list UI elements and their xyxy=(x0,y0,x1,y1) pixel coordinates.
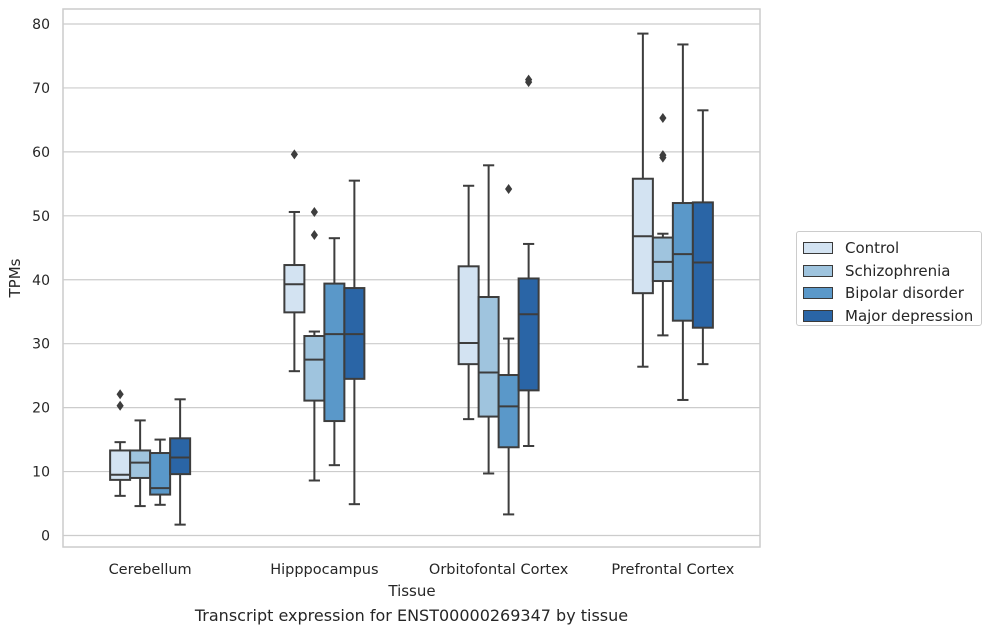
box-body xyxy=(651,236,674,283)
box-schizophrenia-hipppocampus xyxy=(303,206,326,482)
outlier-point-0 xyxy=(505,183,513,194)
box-control-cerebellum xyxy=(109,389,132,497)
box-body xyxy=(457,265,480,366)
box-bipolar-disorder-cerebellum xyxy=(149,438,172,506)
box-schizophrenia-prefrontal-cortex xyxy=(651,112,674,337)
box-major-depression-hipppocampus xyxy=(343,179,366,506)
outlier-point-1 xyxy=(525,74,533,85)
box-body xyxy=(477,296,500,418)
legend-item-major-depression: Major depression xyxy=(803,305,981,328)
box-major-depression-cerebellum xyxy=(169,398,192,526)
chart-caption: Transcript expression for ENST0000026934… xyxy=(194,606,629,625)
legend: Control Schizophrenia Bipolar disorder M… xyxy=(796,231,982,326)
legend-item-control: Control xyxy=(803,237,981,260)
legend-label-bipolar-disorder: Bipolar disorder xyxy=(845,284,964,303)
y-axis-label: TPMs xyxy=(6,258,24,298)
outlier-point-1 xyxy=(116,389,124,400)
outlier-point-0 xyxy=(310,229,318,240)
x-axis-label: Tissue xyxy=(387,582,435,600)
legend-swatch-bipolar-disorder xyxy=(803,287,833,300)
x-tick-labels: Cerebellum Hipppocampus Orbitofontal Corte… xyxy=(109,562,735,578)
y-tick-labels: 0 10 20 30 40 50 60 70 80 xyxy=(32,17,50,545)
x-tick-label-orbitofontal-cortex: Orbitofontal Cortex xyxy=(429,562,569,578)
box-major-depression-prefrontal-cortex xyxy=(691,109,714,366)
y-tick-label-70: 70 xyxy=(32,81,50,97)
box-body xyxy=(169,437,192,476)
legend-label-major-depression: Major depression xyxy=(845,306,974,325)
box-major-depression-orbitofontal-cortex xyxy=(517,74,540,447)
legend-swatch-control xyxy=(803,242,833,255)
box-control-orbitofontal-cortex xyxy=(457,184,480,421)
box-body xyxy=(691,201,714,329)
box-body xyxy=(497,374,520,449)
legend-swatch-major-depression xyxy=(803,309,833,322)
box-body xyxy=(303,335,326,402)
box-bipolar-disorder-prefrontal-cortex xyxy=(671,43,694,401)
legend-label-schizophrenia: Schizophrenia xyxy=(845,261,951,280)
y-tick-label-60: 60 xyxy=(32,145,50,161)
plot-area-frame xyxy=(62,8,761,548)
box-schizophrenia-cerebellum xyxy=(129,419,152,508)
legend-label-control: Control xyxy=(845,239,900,258)
y-tick-label-0: 0 xyxy=(41,529,50,545)
box-body xyxy=(671,202,694,322)
outlier-point-0 xyxy=(116,400,124,411)
box-body xyxy=(323,282,346,423)
box-bipolar-disorder-orbitofontal-cortex xyxy=(497,183,520,516)
box-control-hipppocampus xyxy=(283,149,306,373)
box-body xyxy=(517,277,540,392)
boxes-layer xyxy=(109,32,714,526)
legend-item-bipolar-disorder: Bipolar disorder xyxy=(803,282,981,305)
x-tick-label-prefrontal-cortex: Prefrontal Cortex xyxy=(611,562,734,578)
outlier-point-1 xyxy=(310,206,318,217)
x-tick-label-cerebellum: Cerebellum xyxy=(109,562,192,578)
box-body xyxy=(129,449,152,479)
y-tick-label-40: 40 xyxy=(32,273,50,289)
legend-item-schizophrenia: Schizophrenia xyxy=(803,260,981,283)
box-bipolar-disorder-hipppocampus xyxy=(323,237,346,467)
outlier-point-2 xyxy=(659,112,667,123)
y-tick-label-20: 20 xyxy=(32,401,50,417)
y-tick-label-80: 80 xyxy=(32,17,50,33)
box-body xyxy=(283,264,306,314)
x-tick-label-hipppocampus: Hipppocampus xyxy=(270,562,378,578)
y-tick-label-50: 50 xyxy=(32,209,50,225)
y-tick-label-30: 30 xyxy=(32,337,50,353)
legend-swatch-schizophrenia xyxy=(803,264,833,277)
outlier-point-1 xyxy=(659,150,667,161)
outlier-point-0 xyxy=(290,149,298,160)
box-control-prefrontal-cortex xyxy=(631,32,654,368)
y-tick-label-10: 10 xyxy=(32,465,50,481)
box-schizophrenia-orbitofontal-cortex xyxy=(477,164,500,475)
